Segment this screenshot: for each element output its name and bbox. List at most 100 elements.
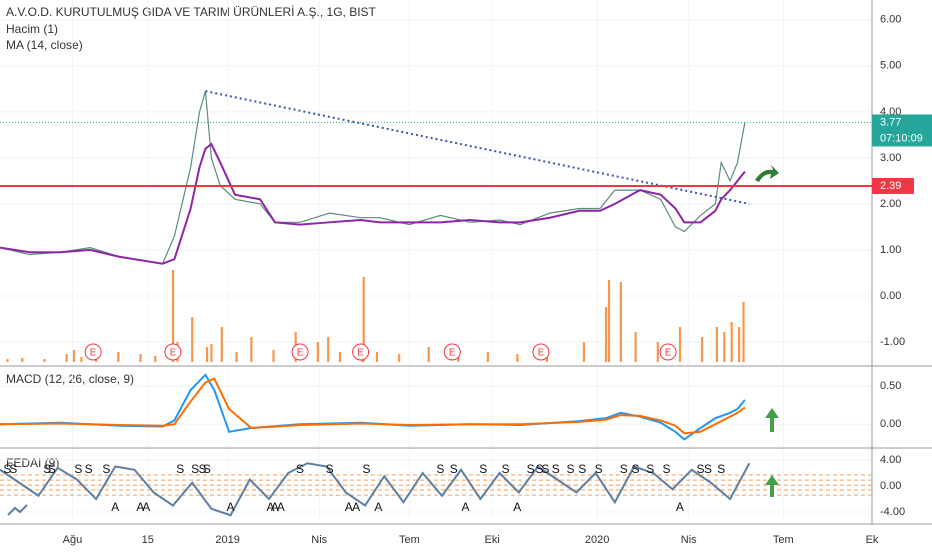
sell-signal: S — [578, 462, 586, 476]
sell-signal: S — [552, 462, 560, 476]
series-line — [0, 462, 751, 517]
volume-bar — [80, 357, 83, 362]
green-arrow — [765, 408, 779, 432]
volume-bar — [742, 302, 745, 362]
volume-bar — [516, 354, 519, 362]
earnings-label: E — [538, 348, 545, 359]
buy-signal: A — [271, 500, 279, 514]
countdown: 07:10:09 — [880, 132, 923, 144]
buy-signal: A — [111, 500, 119, 514]
sell-signal: S — [697, 462, 705, 476]
earnings-marker — [84, 343, 102, 361]
buy-signal: A — [462, 500, 470, 514]
ma-legend: MA (14, close) — [6, 38, 83, 52]
y-tick-label: 0.00 — [880, 418, 901, 430]
macd-title: MACD (12, 26, close, 9) — [6, 372, 134, 386]
volume-bar — [604, 307, 608, 362]
volume-bar — [619, 282, 622, 362]
volume-bar — [427, 347, 430, 362]
buy-signal: A — [513, 500, 521, 514]
buy-signal: A — [374, 500, 382, 514]
volume-bar — [730, 322, 733, 362]
earnings-marker — [164, 343, 182, 361]
y-tick-label: 0.00 — [880, 480, 901, 492]
volume-bar — [715, 327, 719, 362]
volume-bar — [634, 332, 637, 362]
volume-bar — [737, 327, 741, 362]
buy-signal: A — [227, 500, 235, 514]
y-tick-label: 1.00 — [880, 244, 901, 256]
buy-signal: A — [266, 500, 274, 514]
x-tick-label: 2020 — [585, 534, 609, 546]
earnings-label: E — [449, 348, 456, 359]
earnings-label: E — [357, 348, 364, 359]
earnings-marker — [532, 343, 550, 361]
x-tick-label: Nis — [311, 534, 327, 546]
earnings-marker — [291, 343, 309, 361]
sell-signal: S — [501, 462, 509, 476]
volume-bar — [678, 327, 682, 362]
sell-signal: S — [296, 462, 304, 476]
earnings-label: E — [90, 348, 97, 359]
x-tick-label: 15 — [142, 534, 154, 546]
price-tag — [872, 177, 914, 194]
x-tick-label: Eki — [485, 534, 500, 546]
volume-bar — [154, 356, 157, 362]
volume-bar — [316, 342, 319, 362]
volume-bar — [43, 359, 46, 362]
sell-signal: S — [450, 462, 458, 476]
earnings-label: E — [297, 348, 304, 359]
earnings-marker — [659, 343, 677, 361]
x-tick-label: Tem — [773, 534, 794, 546]
series-line — [0, 90, 746, 265]
volume-bar — [171, 270, 175, 362]
sell-signal: S — [663, 462, 671, 476]
volume-bar — [65, 354, 68, 362]
volume-bar — [6, 359, 9, 362]
sell-signal: S — [203, 462, 211, 476]
x-tick-label: Tem — [399, 534, 420, 546]
volume-legend: Hacim (1) — [6, 22, 58, 36]
x-tick-label: 2019 — [215, 534, 239, 546]
volume-bar — [235, 352, 238, 362]
earnings-label: E — [170, 348, 177, 359]
y-tick-label: 4.00 — [880, 454, 901, 466]
y-tick-label: 3.00 — [880, 152, 901, 164]
sell-signal: S — [717, 462, 725, 476]
sell-signal: S — [198, 462, 206, 476]
volume-bar — [327, 337, 330, 362]
volume-bar — [139, 354, 142, 362]
earnings-label: E — [665, 348, 672, 359]
logo — [7, 504, 28, 516]
sell-signal: S — [527, 462, 535, 476]
series-line — [0, 142, 746, 265]
volume-bar — [607, 280, 611, 362]
volume-bar — [398, 354, 401, 362]
series-line — [0, 377, 746, 435]
x-tick-label: Ek — [866, 534, 879, 546]
sell-signal: S — [479, 462, 487, 476]
buy-signal: A — [352, 500, 360, 514]
volume-bar — [723, 332, 726, 362]
sell-signal: S — [620, 462, 628, 476]
y-tick-label: 2.00 — [880, 198, 901, 210]
buy-signal: A — [277, 500, 285, 514]
volume-bar — [210, 344, 213, 362]
price-tag-label: 3.77 — [880, 116, 901, 128]
y-tick-label: 6.00 — [880, 14, 901, 26]
sell-signal: S — [541, 462, 549, 476]
sell-signal: S — [326, 462, 334, 476]
sell-signal: S — [436, 462, 444, 476]
volume-bar — [191, 317, 194, 362]
sell-signal: S — [9, 462, 17, 476]
buy-signal: A — [142, 500, 150, 514]
volume-bar — [250, 337, 253, 362]
price-tag-label: 2.39 — [880, 180, 901, 192]
y-tick-label: 0.00 — [880, 290, 901, 302]
buy-signal: A — [136, 500, 144, 514]
y-tick-label: 5.00 — [880, 60, 901, 72]
x-tick-label: Nis — [681, 534, 697, 546]
volume-bar — [220, 327, 223, 362]
green-arrow — [755, 165, 779, 182]
